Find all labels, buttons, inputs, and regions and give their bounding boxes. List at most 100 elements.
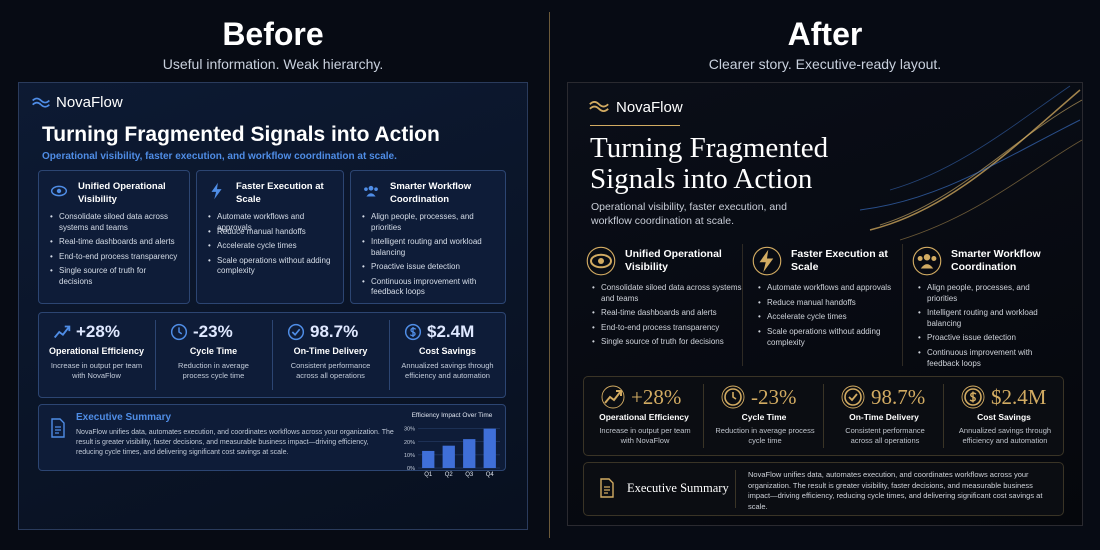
kpi-label: Cycle Time (741, 412, 787, 422)
check-icon (287, 323, 305, 341)
people-icon (912, 246, 942, 276)
wave-icon (589, 101, 609, 113)
kpi-label: Cycle Time (189, 346, 238, 356)
brand: NovaFlow (56, 94, 123, 111)
bullet: Scale operations without adding complexi… (758, 326, 898, 348)
chart-title: Efficiency Impact Over Time (411, 412, 493, 419)
pillar-title: Unified Operational Visibility (78, 181, 166, 205)
pillar-title: Faster Execution at Scale (791, 248, 888, 273)
kpi-value: 98.7% (310, 322, 359, 341)
bullet: Single source of truth for decisions (592, 336, 742, 347)
kpi-label: On-Time Delivery (293, 346, 368, 356)
divider (549, 12, 550, 538)
bullet: Intelligent routing and workload balanci… (362, 237, 494, 258)
pillar-title: Smarter Workflow Coordination (390, 181, 472, 205)
kpi-note: Annualized savings through efficiency an… (958, 426, 1052, 445)
dollar-icon (961, 385, 985, 409)
kpi-note: Reduction in average process cycle time (715, 426, 815, 445)
bar (463, 439, 476, 468)
summary-text: NovaFlow unifies data, automates executi… (76, 429, 394, 456)
caption: Useful information. Weak hierarchy. (162, 56, 384, 72)
y-tick-label: 10% (404, 453, 415, 459)
bullet: Accelerate cycle times (758, 311, 898, 322)
bullet: Single source of truth for decisions (50, 266, 178, 287)
bar (483, 428, 496, 468)
bullet: Automate workflows and approvals (758, 282, 898, 293)
y-tick-label: 30% (404, 427, 415, 433)
pillar-title: Faster Execution at Scale (236, 181, 324, 205)
brand: NovaFlow (616, 99, 683, 116)
bullet: Proactive issue detection (362, 262, 494, 273)
trend-icon (601, 385, 625, 409)
kpi-value: 98.7% (871, 385, 926, 409)
slide-subtitle: Operational visibility, faster execution… (591, 201, 787, 227)
kpi-note: Annualized savings through efficiency an… (401, 361, 494, 380)
kpi-note: Reduction in average process cycle time (178, 361, 249, 380)
pillar-divider (902, 244, 903, 366)
kpi-value: $2.4M (991, 385, 1047, 409)
kpi-label: On-Time Delivery (849, 412, 919, 422)
kpi-value: $2.4M (427, 322, 475, 341)
pillar-title: Smarter Workflow Coordination (951, 248, 1041, 273)
bullet: Align people, processes, and priorities (918, 282, 1058, 304)
trend-icon (53, 325, 71, 339)
summary-text: NovaFlow unifies data, automates executi… (748, 470, 1043, 511)
x-tick-label: Q2 (445, 472, 454, 478)
x-tick-label: Q4 (486, 472, 495, 478)
kpi-divider (823, 384, 824, 448)
bullet: End-to-end process transparency (592, 322, 742, 333)
bullet: Consolidate siloed data across systems a… (50, 212, 178, 233)
bullet: Reduce manual handoffs (208, 227, 332, 238)
wave-icon (32, 97, 50, 108)
summary-box (583, 462, 1064, 516)
summary-title: Executive Summary (627, 481, 729, 495)
kpi-label: Operational Efficiency (599, 412, 689, 422)
kpi-label: Cost Savings (418, 346, 476, 356)
kpi-divider (155, 320, 156, 390)
slide-title: Turning Fragmented Signals into Action (590, 132, 829, 195)
bullet: Reduce manual handoffs (758, 297, 898, 308)
heading: After (787, 16, 863, 52)
summary-title: Executive Summary (76, 412, 172, 423)
kpi-divider (389, 320, 390, 390)
x-tick-label: Q3 (465, 472, 474, 478)
summary-divider (735, 470, 736, 508)
bullet: Scale operations without adding complexi… (208, 256, 332, 277)
kpi-divider (703, 384, 704, 448)
kpi-value: -23% (193, 322, 233, 341)
kpi-divider (943, 384, 944, 448)
caption: Clearer story. Executive-ready layout. (708, 56, 942, 72)
kpi-label: Cost Savings (977, 412, 1031, 422)
bullet: Proactive issue detection (918, 332, 1058, 343)
kpi-divider (272, 320, 273, 390)
pillar-card (196, 170, 344, 304)
doc-icon (600, 478, 614, 498)
kpi-value: -23% (751, 385, 797, 409)
kpi-note: Consistent performance across all operat… (290, 361, 371, 380)
bar (442, 445, 455, 468)
dollar-icon (404, 323, 422, 341)
bullet: Continuous improvement with feedback loo… (362, 277, 494, 298)
kpi-note: Increase in output per team with NovaFlo… (599, 426, 691, 445)
bolt-icon (752, 246, 782, 276)
doc-icon (51, 418, 65, 438)
bullet: Align people, processes, and priorities (362, 212, 494, 233)
kpi-value: +28% (76, 322, 120, 341)
kpi-label: Operational Efficiency (48, 346, 145, 356)
bullet: Real-time dashboards and alerts (50, 237, 178, 248)
bullet: Consolidate siloed data across systems a… (592, 282, 742, 304)
clock-icon (170, 323, 188, 341)
kpi-note: Consistent performance across all operat… (845, 426, 925, 445)
heading: Before (222, 16, 324, 52)
y-tick-label: 0% (407, 466, 415, 472)
brand-rule (590, 125, 680, 126)
pillar-divider (742, 244, 743, 366)
people-icon (364, 185, 378, 197)
slide-subtitle: Operational visibility, faster execution… (42, 151, 397, 162)
pillar-title: Unified Operational Visibility (625, 248, 722, 273)
bullet: Real-time dashboards and alerts (592, 307, 742, 318)
slide-title: Turning Fragmented Signals into Action (42, 123, 440, 146)
bullet: Accelerate cycle times (208, 241, 332, 252)
